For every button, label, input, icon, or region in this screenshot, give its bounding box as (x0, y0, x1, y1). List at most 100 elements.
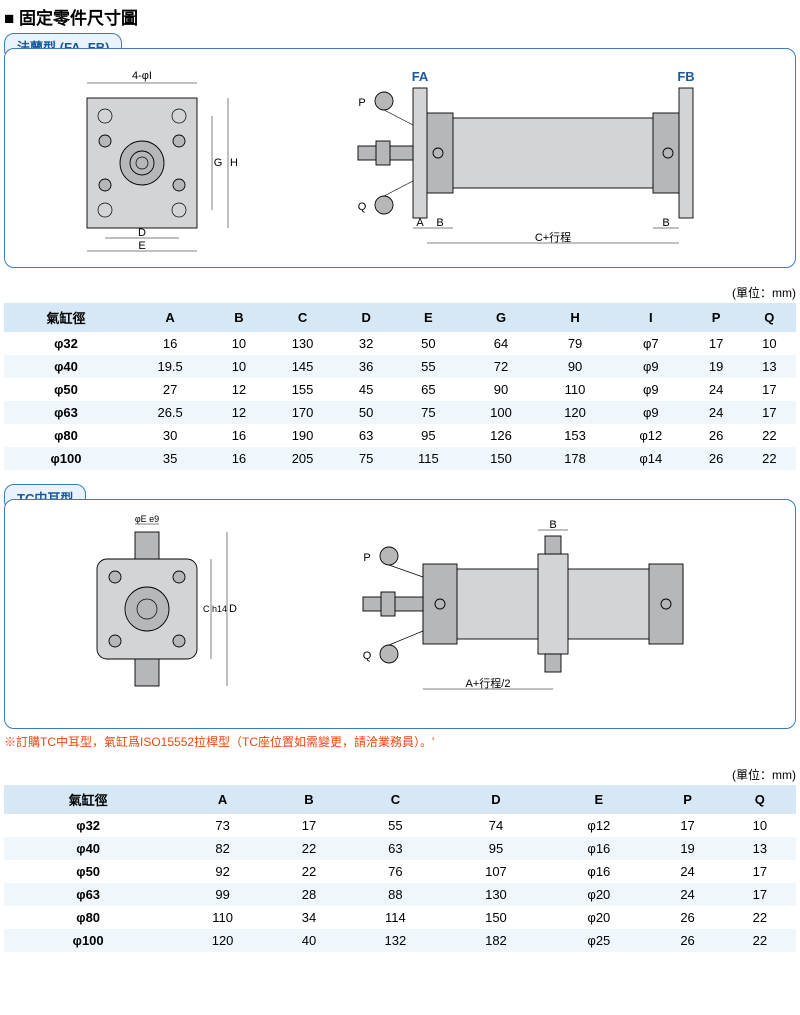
cell: 30 (128, 424, 212, 447)
cell: 22 (743, 447, 796, 470)
cell: 17 (651, 814, 723, 837)
cell: 145 (266, 355, 340, 378)
cell: 100 (464, 401, 538, 424)
svg-text:D: D (229, 603, 237, 615)
cell: φ16 (546, 837, 651, 860)
table-row: φ63992888130φ202417 (4, 883, 796, 906)
col-header: A (172, 785, 273, 814)
col-header: P (651, 785, 723, 814)
cell: φ63 (4, 883, 172, 906)
cell: 75 (393, 401, 464, 424)
col-header: Q (724, 785, 796, 814)
cell: 92 (172, 860, 273, 883)
svg-text:G: G (214, 157, 223, 169)
svg-text:B: B (549, 519, 556, 531)
cell: 150 (464, 447, 538, 470)
cell: φ12 (612, 424, 689, 447)
cell: 178 (538, 447, 612, 470)
flange-side-icon: P Q FA FB A B B C+行程 (318, 63, 758, 253)
cell: 16 (128, 332, 212, 355)
cell: φ25 (546, 929, 651, 952)
cell: 190 (266, 424, 340, 447)
cell: 22 (724, 906, 796, 929)
svg-text:4-φI: 4-φI (132, 70, 152, 82)
table-row: φ6326.5121705075100120φ92417 (4, 401, 796, 424)
cell: 26 (690, 424, 743, 447)
cell: φ63 (4, 401, 128, 424)
svg-text:C+行程: C+行程 (535, 231, 571, 244)
cell: 22 (743, 424, 796, 447)
cell: 24 (690, 401, 743, 424)
col-header: 氣缸徑 (4, 785, 172, 814)
cell: φ32 (4, 332, 128, 355)
cell: φ32 (4, 814, 172, 837)
cell: 110 (172, 906, 273, 929)
cell: φ14 (612, 447, 689, 470)
svg-text:E: E (138, 240, 145, 252)
table-flange: 氣缸徑ABCDEGHIPQ φ32161013032506479φ71710φ4… (4, 303, 796, 470)
cell: φ12 (546, 814, 651, 837)
table-row: φ8030161906395126153φ122622 (4, 424, 796, 447)
cell: 63 (340, 424, 393, 447)
cell: 40 (273, 929, 345, 952)
cell: φ9 (612, 401, 689, 424)
svg-text:C h14: C h14 (203, 604, 227, 614)
cell: 28 (273, 883, 345, 906)
table-row: φ502712155456590110φ92417 (4, 378, 796, 401)
section-flange: 法蘭型 (FA, FB) 4-φI G H D E (4, 33, 796, 470)
col-header: D (446, 785, 547, 814)
cell: φ9 (612, 378, 689, 401)
col-header: C (266, 303, 340, 332)
cell: 75 (340, 447, 393, 470)
table-header-row: 氣缸徑ABCDEGHIPQ (4, 303, 796, 332)
cell: φ20 (546, 883, 651, 906)
cell: φ50 (4, 860, 172, 883)
svg-text:B: B (436, 217, 443, 229)
cell: 17 (724, 860, 796, 883)
cell: 17 (743, 378, 796, 401)
cell: φ50 (4, 378, 128, 401)
tc-front-icon: φE e9 C h14 D (47, 514, 247, 714)
table-header-row: 氣缸徑ABCDEPQ (4, 785, 796, 814)
col-header: G (464, 303, 538, 332)
svg-text:A+行程/2: A+行程/2 (466, 677, 511, 690)
cell: φ16 (546, 860, 651, 883)
cell: 35 (128, 447, 212, 470)
col-header: C (345, 785, 446, 814)
table-row: φ4082226395φ161913 (4, 837, 796, 860)
col-header: B (212, 303, 265, 332)
cell: 22 (273, 860, 345, 883)
cell: 55 (345, 814, 446, 837)
cell: 205 (266, 447, 340, 470)
cell: 22 (724, 929, 796, 952)
cell: 64 (464, 332, 538, 355)
diagram-flange: 4-φI G H D E (4, 48, 796, 268)
svg-text:Q: Q (363, 650, 372, 662)
cell: φ100 (4, 929, 172, 952)
cell: 82 (172, 837, 273, 860)
col-header: B (273, 785, 345, 814)
cell: 26 (651, 929, 723, 952)
cell: 24 (690, 378, 743, 401)
cell: 74 (446, 814, 547, 837)
cell: 95 (393, 424, 464, 447)
unit-label: (單位：mm) (4, 284, 796, 301)
cell: 10 (212, 332, 265, 355)
cell: 10 (724, 814, 796, 837)
table-row: φ100351620575115150178φ142622 (4, 447, 796, 470)
cell: 90 (464, 378, 538, 401)
cell: 55 (393, 355, 464, 378)
col-header: Q (743, 303, 796, 332)
col-header: H (538, 303, 612, 332)
cell: 24 (651, 860, 723, 883)
cell: 26 (651, 906, 723, 929)
cell: 79 (538, 332, 612, 355)
cell: 27 (128, 378, 212, 401)
svg-text:D: D (138, 227, 146, 239)
svg-text:H: H (230, 157, 238, 169)
cell: φ80 (4, 906, 172, 929)
svg-text:φE e9: φE e9 (135, 514, 159, 524)
col-header: I (612, 303, 689, 332)
svg-text:P: P (363, 552, 370, 564)
cell: 17 (724, 883, 796, 906)
